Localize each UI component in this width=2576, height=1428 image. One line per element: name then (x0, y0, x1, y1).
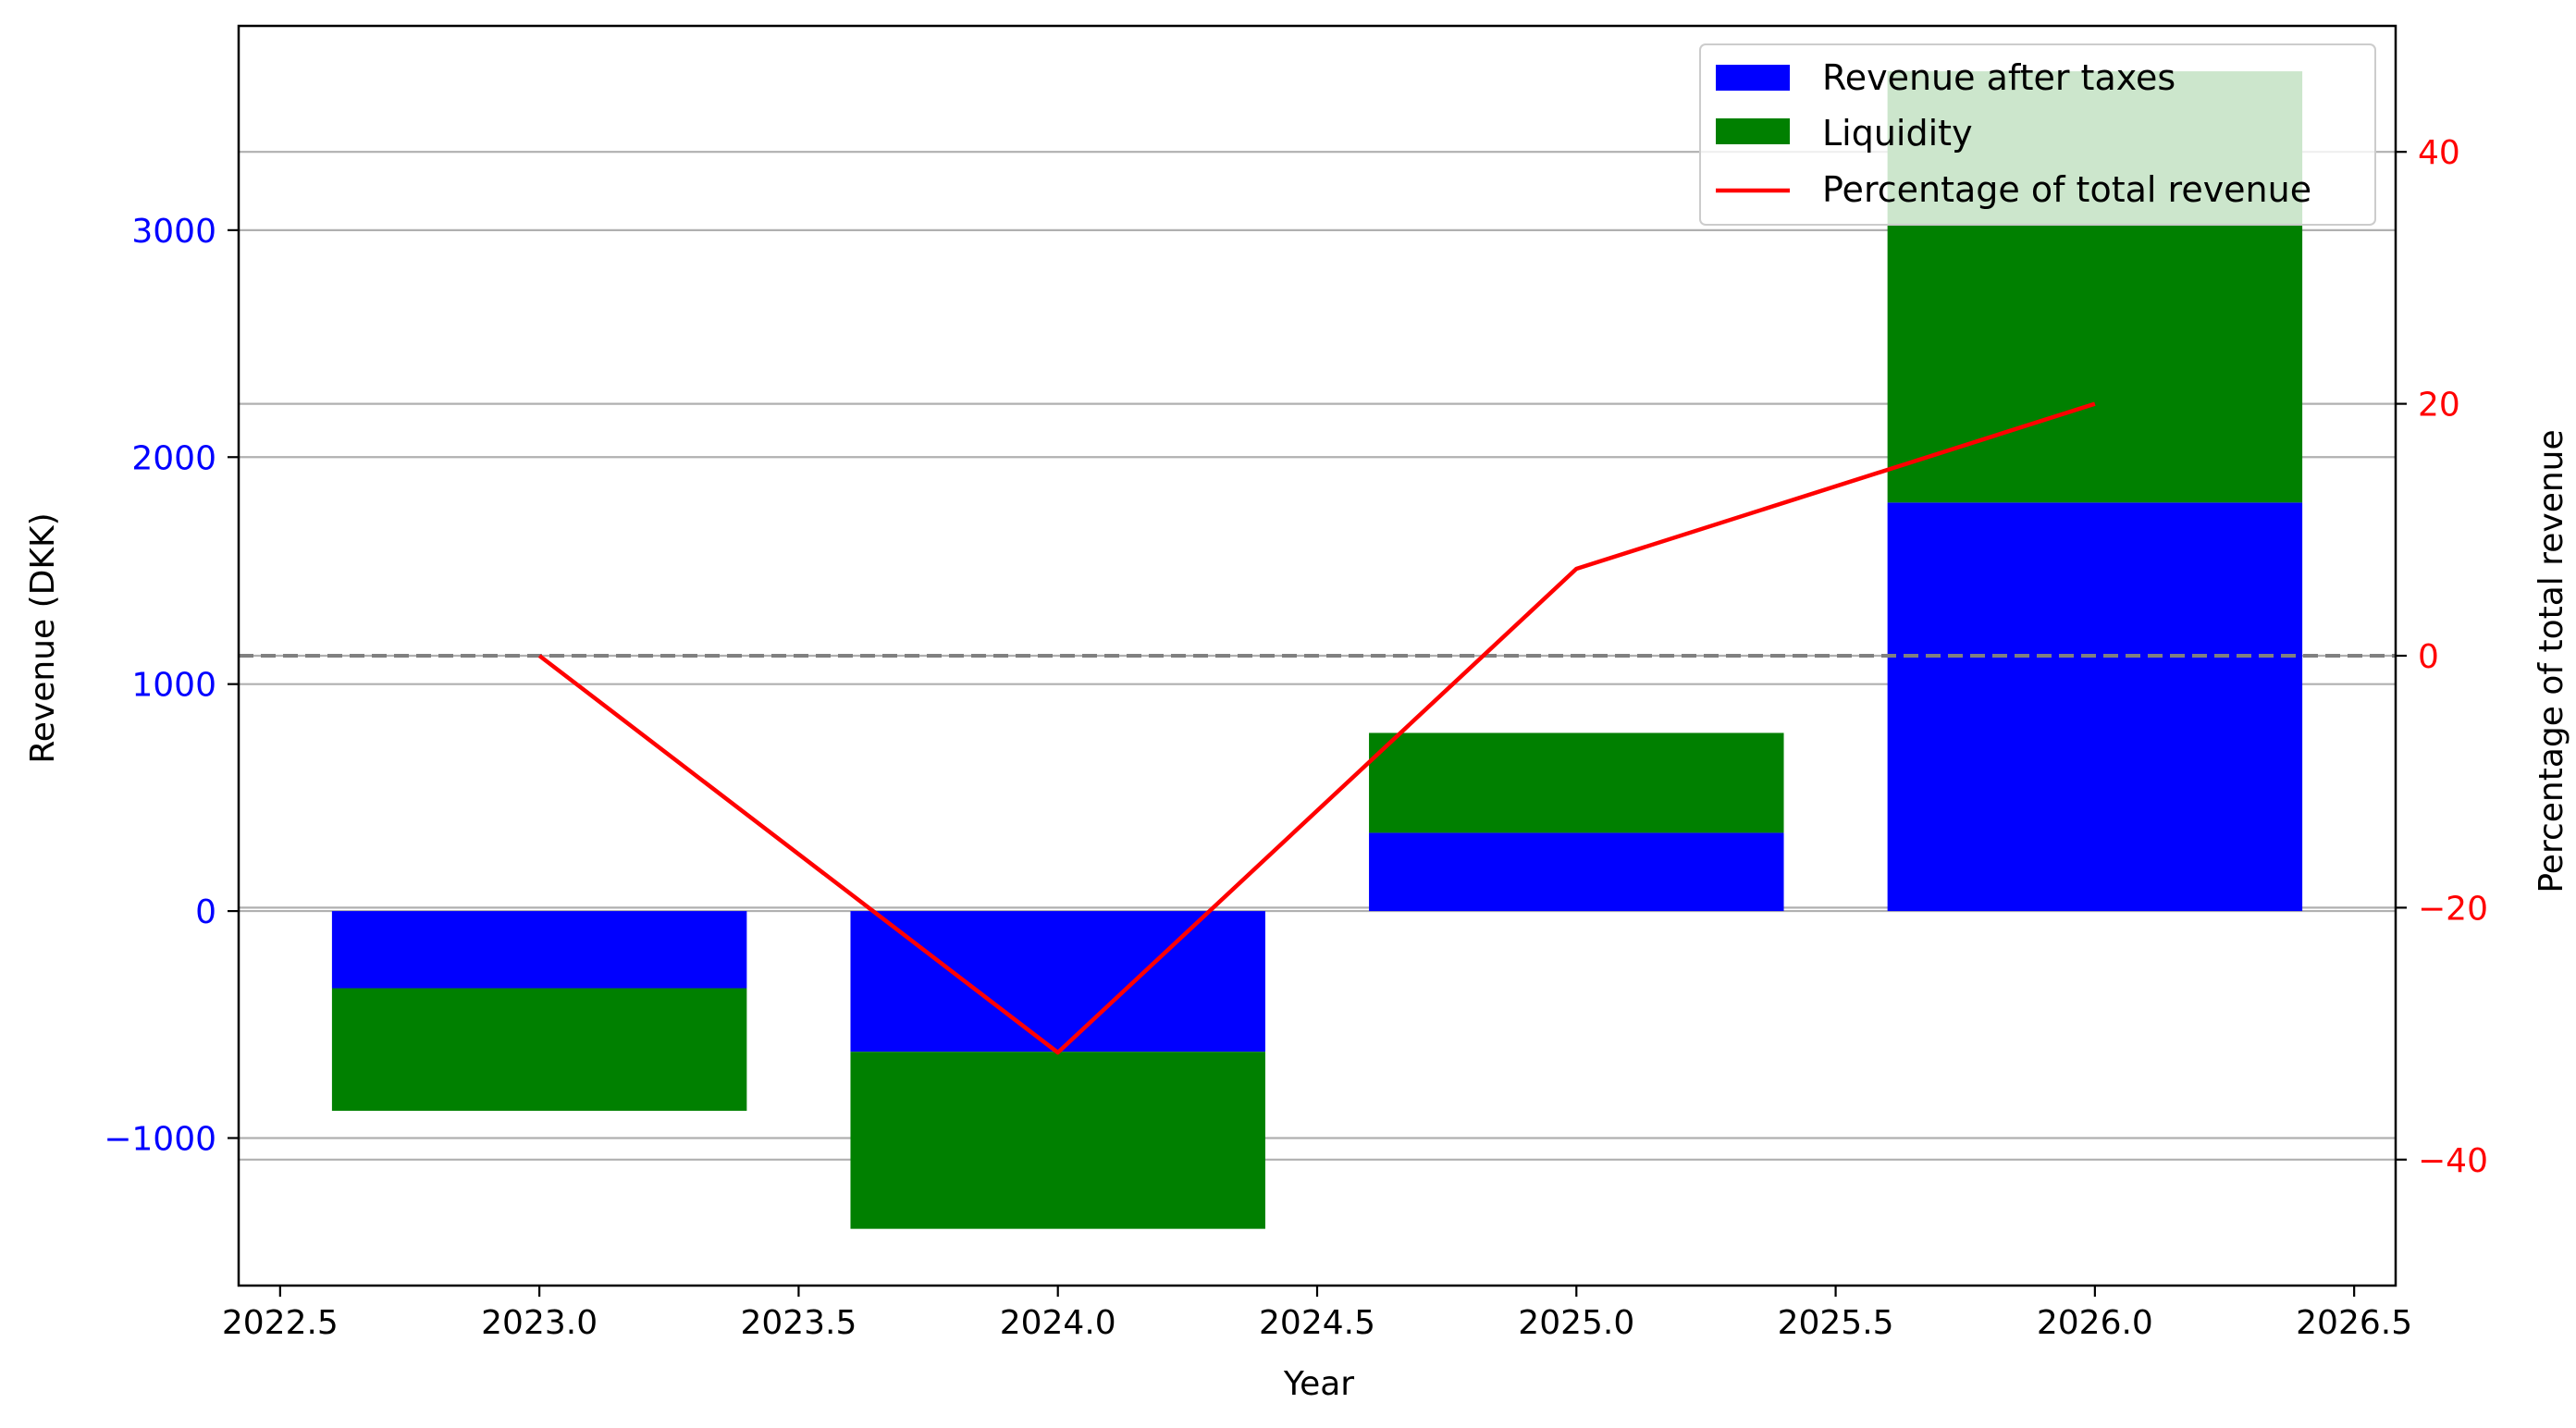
left-y-tick-label: 1000 (131, 667, 216, 705)
left-y-tick-label: 0 (195, 893, 216, 931)
bar-revenue-after-taxes (1887, 502, 2303, 912)
bar-revenue-after-taxes (850, 911, 1265, 1053)
left-y-tick-label: −1000 (104, 1120, 216, 1158)
x-tick-label: 2026.5 (2296, 1304, 2412, 1342)
x-tick-label: 2023.5 (740, 1304, 857, 1342)
left-y-tick-label: 2000 (131, 439, 216, 477)
x-tick-label: 2026.0 (2037, 1304, 2153, 1342)
x-axis-title: Year (1283, 1365, 1354, 1403)
bar-liquidity (331, 988, 747, 1112)
legend-label-percentage: Percentage of total revenue (1822, 169, 2311, 210)
right-y-tick-label: 40 (2418, 134, 2460, 172)
legend-frame (1699, 43, 2376, 226)
legend: Revenue after taxes Liquidity Percentage… (1699, 43, 2376, 226)
x-tick-label: 2025.0 (1518, 1304, 1634, 1342)
x-tick-label: 2023.0 (481, 1304, 598, 1342)
tick-labels: 2022.5 2023.0 2023.5 2024.0 2024.5 2025.0 2025… (104, 134, 2488, 1342)
bar-liquidity (850, 1052, 1265, 1229)
legend-label-revenue-after-taxes: Revenue after taxes (1822, 57, 2175, 98)
right-y-tick-label: −40 (2418, 1142, 2488, 1180)
legend-label-liquidity: Liquidity (1822, 113, 1973, 154)
right-y-tick-label: 0 (2418, 638, 2439, 676)
bar-revenue-after-taxes (331, 911, 747, 989)
x-tick-label: 2022.5 (222, 1304, 339, 1342)
x-tick-label: 2024.5 (1259, 1304, 1375, 1342)
bar-revenue-after-taxes (1369, 832, 1784, 912)
bar-liquidity (1369, 732, 1784, 833)
percentage-line (537, 401, 2096, 1055)
bars (331, 71, 2303, 1229)
legend-swatch-liquidity (1716, 118, 1790, 144)
right-y-axis-title: Percentage of total revenue (2533, 429, 2570, 892)
left-y-tick-label: 3000 (131, 213, 216, 251)
x-tick-label: 2025.5 (1778, 1304, 1894, 1342)
left-y-axis-title: Revenue (DKK) (24, 512, 62, 763)
right-y-tick-label: −20 (2418, 890, 2488, 928)
line-percentage-of-total-revenue (537, 401, 2096, 1055)
legend-swatch-revenue-after-taxes (1716, 65, 1790, 91)
x-tick-label: 2024.0 (1000, 1304, 1116, 1342)
right-y-tick-label: 20 (2418, 387, 2460, 425)
